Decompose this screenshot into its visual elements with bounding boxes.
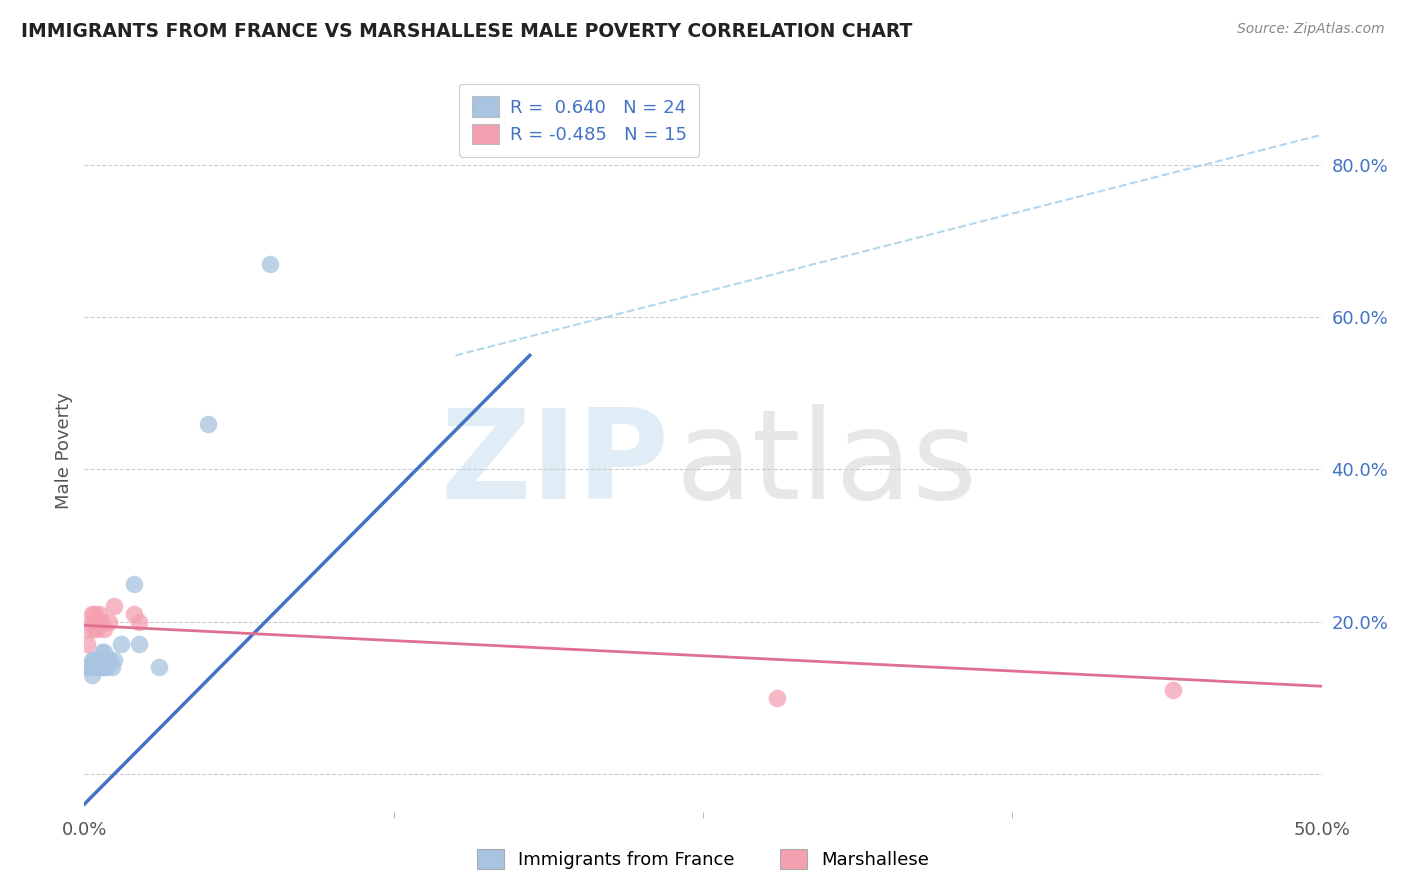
Point [766, 690, 789, 705]
Point [86, 652, 108, 666]
Text: atlas: atlas [676, 404, 977, 525]
Point [89, 660, 111, 674]
Legend: Immigrants from France, Marshallese: Immigrants from France, Marshallese [468, 839, 938, 879]
Point [80, 668, 103, 682]
Point [93, 622, 115, 636]
Point [122, 607, 145, 621]
Point [98, 652, 121, 666]
Point [90, 645, 112, 659]
Point [90, 615, 112, 629]
Point [98, 615, 121, 629]
Point [93, 645, 115, 659]
Point [122, 576, 145, 591]
Point [83, 660, 105, 674]
Point [89, 615, 111, 629]
Text: IMMIGRANTS FROM FRANCE VS MARSHALLESE MALE POVERTY CORRELATION CHART: IMMIGRANTS FROM FRANCE VS MARSHALLESE MA… [21, 22, 912, 41]
Point [89, 652, 111, 666]
Y-axis label: Male Poverty: Male Poverty [55, 392, 73, 508]
Point [76, 637, 98, 651]
Text: Source: ZipAtlas.com: Source: ZipAtlas.com [1237, 22, 1385, 37]
Point [259, 257, 281, 271]
Point [110, 637, 132, 651]
Point [96, 660, 118, 674]
Text: ZIP: ZIP [440, 404, 669, 525]
Point [89, 607, 111, 621]
Point [1161, 683, 1184, 698]
Point [83, 607, 105, 621]
Point [93, 660, 115, 674]
Point [197, 417, 219, 431]
Point [79, 660, 101, 674]
Point [103, 599, 125, 614]
Point [79, 622, 101, 636]
Point [100, 660, 122, 674]
Point [128, 637, 150, 651]
Point [86, 660, 108, 674]
Point [128, 615, 150, 629]
Point [148, 660, 170, 674]
Point [80, 615, 103, 629]
Point [76, 660, 98, 674]
Legend: R =  0.640   N = 24, R = -0.485   N = 15: R = 0.640 N = 24, R = -0.485 N = 15 [460, 84, 699, 157]
Point [103, 652, 125, 666]
Point [83, 652, 105, 666]
Point [80, 652, 103, 666]
Point [86, 622, 108, 636]
Point [80, 607, 103, 621]
Point [83, 622, 105, 636]
Point [90, 660, 112, 674]
